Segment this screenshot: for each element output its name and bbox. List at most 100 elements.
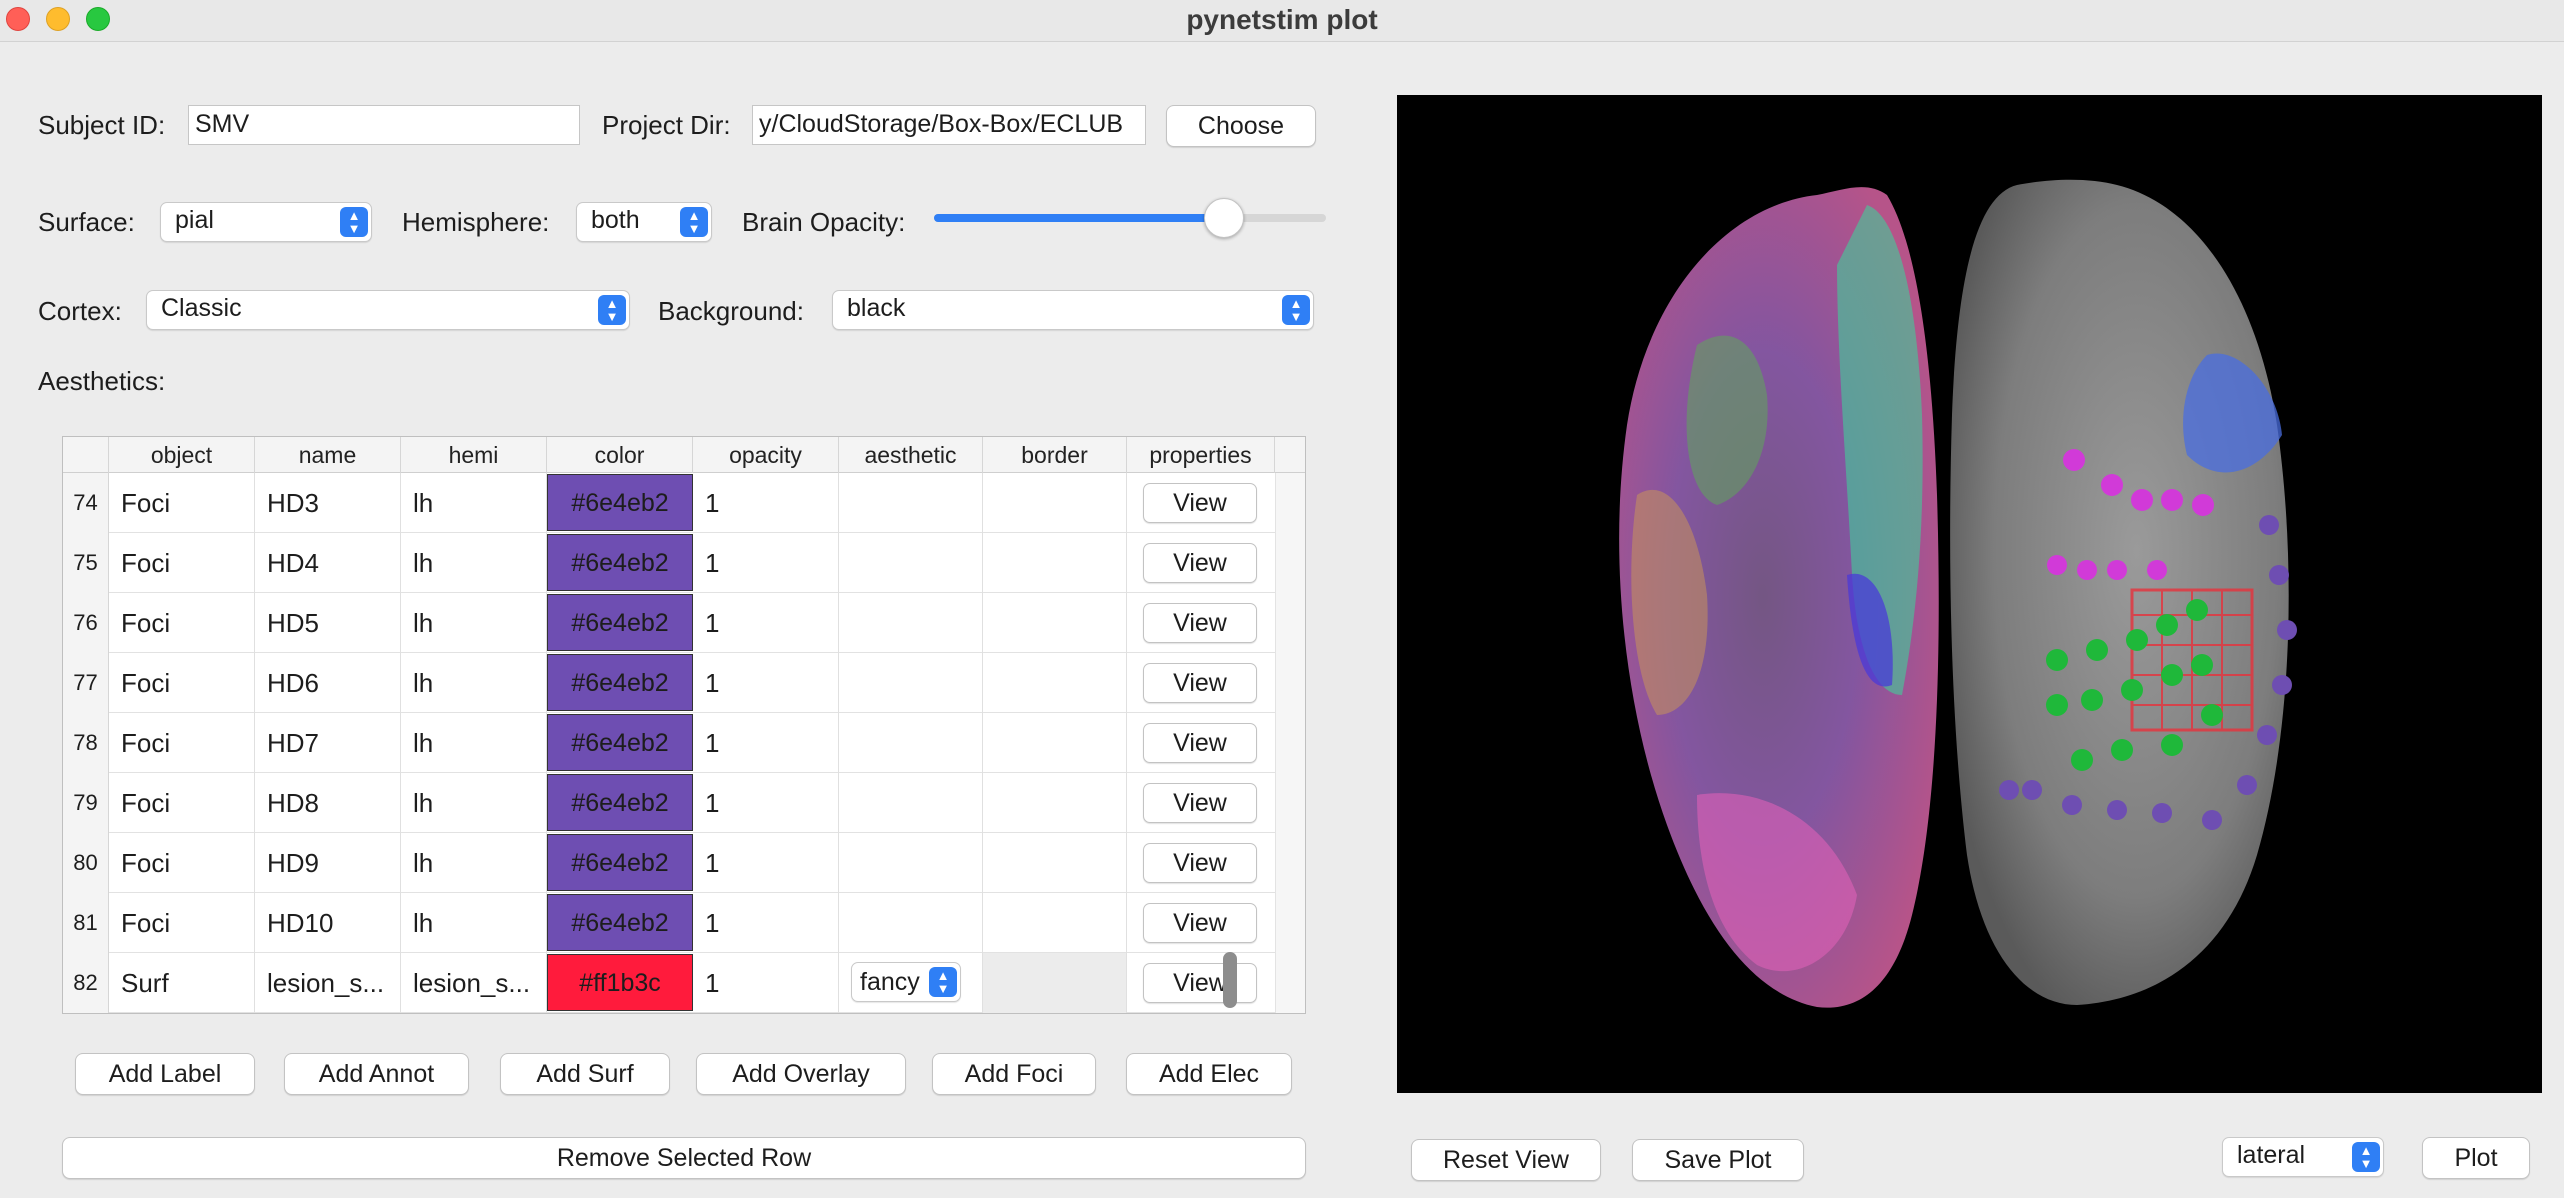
slider-knob[interactable] — [1204, 198, 1245, 238]
cell-object[interactable]: Surf — [109, 953, 255, 1013]
table-row[interactable]: 74 Foci HD3 lh #6e4eb2 1 View — [63, 473, 1275, 533]
add-foci-button[interactable]: Add Foci — [932, 1053, 1096, 1095]
hemisphere-select[interactable]: both ▲ ▼ — [576, 202, 712, 242]
add-elec-button[interactable]: Add Elec — [1126, 1053, 1292, 1095]
cell-opacity[interactable]: 1 — [693, 713, 839, 773]
cell-opacity[interactable]: 1 — [693, 893, 839, 953]
add-surf-button[interactable]: Add Surf — [500, 1053, 670, 1095]
row-number[interactable]: 76 — [63, 593, 109, 653]
row-number[interactable]: 81 — [63, 893, 109, 953]
background-select[interactable]: black ▲ ▼ — [832, 290, 1314, 330]
row-number[interactable]: 78 — [63, 713, 109, 773]
cell-opacity[interactable]: 1 — [693, 473, 839, 533]
add-overlay-button[interactable]: Add Overlay — [696, 1053, 906, 1095]
surface-select[interactable]: pial ▲ ▼ — [160, 202, 372, 242]
view-properties-button[interactable]: View — [1143, 483, 1257, 523]
cell-object[interactable]: Foci — [109, 893, 255, 953]
cell-name[interactable]: HD7 — [255, 713, 401, 773]
table-row[interactable]: 82 Surf lesion_s... lesion_s... #ff1b3c 1 fanc… — [63, 953, 1275, 1013]
cell-object[interactable]: Foci — [109, 833, 255, 893]
cell-border[interactable] — [983, 593, 1127, 653]
row-number[interactable]: 79 — [63, 773, 109, 833]
cell-name[interactable]: HD9 — [255, 833, 401, 893]
cell-border[interactable] — [983, 833, 1127, 893]
table-scrollbar[interactable] — [1275, 473, 1305, 1013]
cell-color[interactable]: #6e4eb2 — [547, 774, 693, 831]
cell-border[interactable] — [983, 713, 1127, 773]
table-row[interactable]: 79 Foci HD8 lh #6e4eb2 1 View — [63, 773, 1275, 833]
cell-hemi[interactable]: lesion_s... — [401, 953, 547, 1013]
cell-border[interactable] — [983, 653, 1127, 713]
cell-color[interactable]: #6e4eb2 — [547, 894, 693, 951]
col-header[interactable]: hemi — [401, 437, 547, 473]
cell-name[interactable]: lesion_s... — [255, 953, 401, 1013]
cell-hemi[interactable]: lh — [401, 533, 547, 593]
view-properties-button[interactable]: View — [1143, 963, 1257, 1003]
cell-color[interactable]: #6e4eb2 — [547, 654, 693, 711]
col-header[interactable]: name — [255, 437, 401, 473]
cell-aesthetic[interactable] — [839, 473, 983, 533]
choose-button[interactable]: Choose — [1166, 105, 1316, 147]
cell-aesthetic[interactable] — [839, 893, 983, 953]
col-header[interactable]: object — [109, 437, 255, 473]
table-row[interactable]: 80 Foci HD9 lh #6e4eb2 1 View — [63, 833, 1275, 893]
view-properties-button[interactable]: View — [1143, 903, 1257, 943]
col-header[interactable]: color — [547, 437, 693, 473]
cell-opacity[interactable]: 1 — [693, 833, 839, 893]
cell-opacity[interactable]: 1 — [693, 773, 839, 833]
col-header[interactable]: border — [983, 437, 1127, 473]
cell-object[interactable]: Foci — [109, 653, 255, 713]
cell-aesthetic[interactable] — [839, 713, 983, 773]
view-properties-button[interactable]: View — [1143, 783, 1257, 823]
brain-render-canvas[interactable] — [1397, 95, 2542, 1093]
cell-opacity[interactable]: 1 — [693, 593, 839, 653]
cell-name[interactable]: HD3 — [255, 473, 401, 533]
table-row[interactable]: 81 Foci HD10 lh #6e4eb2 1 View — [63, 893, 1275, 953]
cell-name[interactable]: HD10 — [255, 893, 401, 953]
cell-aesthetic[interactable] — [839, 593, 983, 653]
table-row[interactable]: 78 Foci HD7 lh #6e4eb2 1 View — [63, 713, 1275, 773]
add-annot-button[interactable]: Add Annot — [284, 1053, 469, 1095]
cell-color[interactable]: #6e4eb2 — [547, 594, 693, 651]
table-row[interactable]: 76 Foci HD5 lh #6e4eb2 1 View — [63, 593, 1275, 653]
cell-border[interactable] — [983, 533, 1127, 593]
cortex-select[interactable]: Classic ▲ ▼ — [146, 290, 630, 330]
plot-button[interactable]: Plot — [2422, 1137, 2530, 1179]
cell-hemi[interactable]: lh — [401, 473, 547, 533]
cell-hemi[interactable]: lh — [401, 833, 547, 893]
cell-name[interactable]: HD4 — [255, 533, 401, 593]
subject-id-input[interactable]: SMV — [188, 105, 580, 145]
cell-aesthetic[interactable] — [839, 773, 983, 833]
col-header[interactable]: opacity — [693, 437, 839, 473]
cell-hemi[interactable]: lh — [401, 713, 547, 773]
cell-opacity[interactable]: 1 — [693, 653, 839, 713]
row-number[interactable]: 77 — [63, 653, 109, 713]
remove-selected-row-button[interactable]: Remove Selected Row — [62, 1137, 1306, 1179]
view-properties-button[interactable]: View — [1143, 663, 1257, 703]
cell-object[interactable]: Foci — [109, 773, 255, 833]
cell-border[interactable] — [983, 473, 1127, 533]
cell-color[interactable]: #ff1b3c — [547, 954, 693, 1011]
close-window-button[interactable] — [6, 7, 30, 31]
view-properties-button[interactable]: View — [1143, 543, 1257, 583]
cell-border[interactable] — [983, 953, 1127, 1013]
col-header[interactable]: properties — [1127, 437, 1275, 473]
cell-aesthetic[interactable] — [839, 833, 983, 893]
reset-view-button[interactable]: Reset View — [1411, 1139, 1601, 1181]
cell-object[interactable]: Foci — [109, 713, 255, 773]
cell-hemi[interactable]: lh — [401, 773, 547, 833]
project-dir-input[interactable]: y/CloudStorage/Box-Box/ECLUB — [752, 105, 1146, 145]
aesthetic-select[interactable]: fancy ▲ ▼ — [851, 962, 961, 1002]
add-label-button[interactable]: Add Label — [75, 1053, 255, 1095]
cell-border[interactable] — [983, 893, 1127, 953]
cell-opacity[interactable]: 1 — [693, 533, 839, 593]
scrollbar-thumb[interactable] — [1223, 952, 1237, 1008]
cell-border[interactable] — [983, 773, 1127, 833]
cell-hemi[interactable]: lh — [401, 893, 547, 953]
cell-hemi[interactable]: lh — [401, 653, 547, 713]
row-number[interactable]: 75 — [63, 533, 109, 593]
view-select[interactable]: lateral ▲ ▼ — [2222, 1137, 2384, 1177]
view-properties-button[interactable]: View — [1143, 723, 1257, 763]
col-header[interactable]: aesthetic — [839, 437, 983, 473]
view-properties-button[interactable]: View — [1143, 843, 1257, 883]
